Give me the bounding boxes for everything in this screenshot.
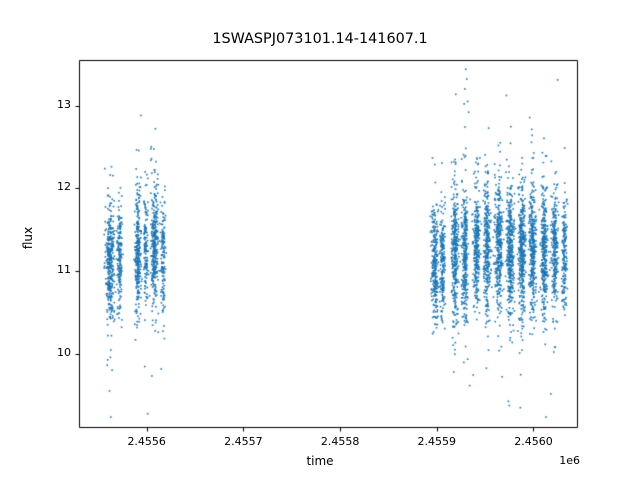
x-tick-label: 2.4558 xyxy=(320,435,360,448)
page-title: 1SWASPJ073101.14-141607.1 xyxy=(212,31,428,47)
x-tick-label: 2.4559 xyxy=(417,435,457,448)
x-tick-label: 2.4557 xyxy=(224,435,263,448)
x-axis-label: time xyxy=(306,454,334,468)
y-tick-label: 13 xyxy=(57,97,71,111)
x-tick-label: 2.4560 xyxy=(514,435,553,448)
x-axis-offset-text: 1e6 xyxy=(559,454,580,467)
y-tick-label: 12 xyxy=(57,180,71,194)
y-tick-label: 10 xyxy=(57,346,71,360)
y-tick-label: 11 xyxy=(57,263,71,277)
x-tick-label: 2.4556 xyxy=(127,435,166,448)
